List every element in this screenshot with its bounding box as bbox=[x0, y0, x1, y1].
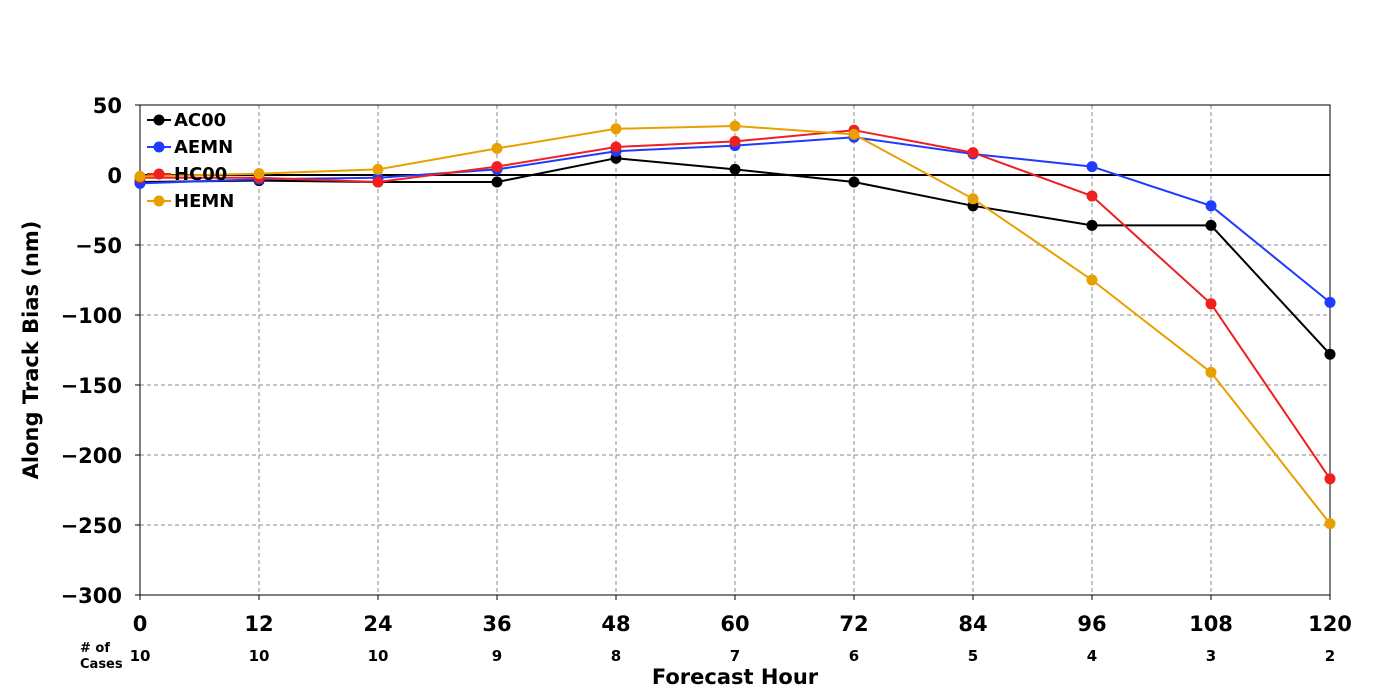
cases-count: 5 bbox=[968, 647, 978, 665]
data-point-ac00 bbox=[1086, 219, 1098, 231]
series-layer bbox=[134, 120, 1336, 530]
x-tick-label: 108 bbox=[1189, 612, 1233, 636]
x-tick-label: 84 bbox=[958, 612, 987, 636]
grid-layer bbox=[140, 105, 1330, 595]
data-point-ac00 bbox=[1205, 219, 1217, 231]
data-point-hemn bbox=[1324, 518, 1336, 530]
y-tick-label: −150 bbox=[61, 374, 122, 398]
data-point-hemn bbox=[848, 128, 860, 140]
data-point-ac00 bbox=[1324, 348, 1336, 360]
cases-caption-line2: Cases bbox=[80, 657, 123, 672]
data-point-hc00 bbox=[610, 141, 622, 153]
data-point-ac00 bbox=[491, 176, 503, 188]
x-axis-title: Forecast Hour bbox=[652, 665, 819, 689]
x-tick-label: 48 bbox=[601, 612, 630, 636]
data-point-hemn bbox=[491, 142, 503, 154]
y-tick-label: −100 bbox=[61, 304, 122, 328]
y-tick-label: −250 bbox=[61, 514, 122, 538]
data-point-hemn bbox=[134, 170, 146, 182]
data-point-ac00 bbox=[729, 163, 741, 175]
data-point-hc00 bbox=[1205, 298, 1217, 310]
data-point-aemn bbox=[1205, 200, 1217, 212]
data-point-aemn bbox=[1086, 161, 1098, 173]
data-point-hc00 bbox=[491, 161, 503, 173]
cases-count: 7 bbox=[730, 647, 740, 665]
legend-marker-aemn bbox=[153, 141, 165, 153]
data-point-hemn bbox=[967, 193, 979, 205]
data-point-hc00 bbox=[1324, 473, 1336, 485]
cases-count: 4 bbox=[1087, 647, 1097, 665]
legend-label-ac00: AC00 bbox=[174, 110, 226, 131]
x-tick-label: 60 bbox=[720, 612, 749, 636]
y-tick-label: −50 bbox=[75, 234, 122, 258]
cases-count: 10 bbox=[249, 647, 270, 665]
x-tick-label: 12 bbox=[244, 612, 273, 636]
data-point-hemn bbox=[1205, 366, 1217, 378]
legend-marker-hc00 bbox=[153, 168, 165, 180]
cases-count: 10 bbox=[130, 647, 151, 665]
data-point-ac00 bbox=[848, 176, 860, 188]
legend-marker-hemn bbox=[153, 195, 165, 207]
data-point-hemn bbox=[253, 168, 265, 180]
x-tick-label: 24 bbox=[363, 612, 392, 636]
label-layer: 0 12 24 36 48 60 72 84 96 108 120500−50−100−150−20… bbox=[19, 94, 1352, 689]
x-tick-label: 36 bbox=[482, 612, 511, 636]
y-tick-label: −300 bbox=[61, 584, 122, 608]
y-tick-label: −200 bbox=[61, 444, 122, 468]
data-point-hc00 bbox=[1086, 190, 1098, 202]
legend-label-hemn: HEMN bbox=[174, 191, 234, 212]
data-point-hc00 bbox=[967, 147, 979, 159]
cases-count: 10 bbox=[368, 647, 389, 665]
data-point-hemn bbox=[729, 120, 741, 132]
x-tick-label: 72 bbox=[839, 612, 868, 636]
legend-label-aemn: AEMN bbox=[174, 137, 233, 158]
cases-count: 3 bbox=[1206, 647, 1216, 665]
cases-caption-line1: # of bbox=[80, 641, 110, 656]
data-point-hemn bbox=[610, 123, 622, 135]
x-tick-label: 0 bbox=[133, 612, 148, 636]
legend-marker-ac00 bbox=[153, 114, 165, 126]
cases-count: 2 bbox=[1325, 647, 1335, 665]
data-point-hc00 bbox=[372, 176, 384, 188]
x-tick-label: 96 bbox=[1077, 612, 1106, 636]
x-tick-label: 120 bbox=[1308, 612, 1352, 636]
data-point-hc00 bbox=[729, 135, 741, 147]
cases-count: 8 bbox=[611, 647, 621, 665]
cases-count: 6 bbox=[849, 647, 859, 665]
data-point-hemn bbox=[1086, 274, 1098, 286]
y-axis-title: Along Track Bias (nm) bbox=[19, 221, 43, 480]
legend-label-hc00: HC00 bbox=[174, 164, 227, 185]
y-tick-label: 0 bbox=[107, 164, 122, 188]
cases-count: 9 bbox=[492, 647, 502, 665]
data-point-aemn bbox=[1324, 296, 1336, 308]
data-point-hemn bbox=[372, 163, 384, 175]
legend: AC00 AEMN HC00 HEMN bbox=[147, 110, 234, 212]
y-tick-label: 50 bbox=[93, 94, 122, 118]
